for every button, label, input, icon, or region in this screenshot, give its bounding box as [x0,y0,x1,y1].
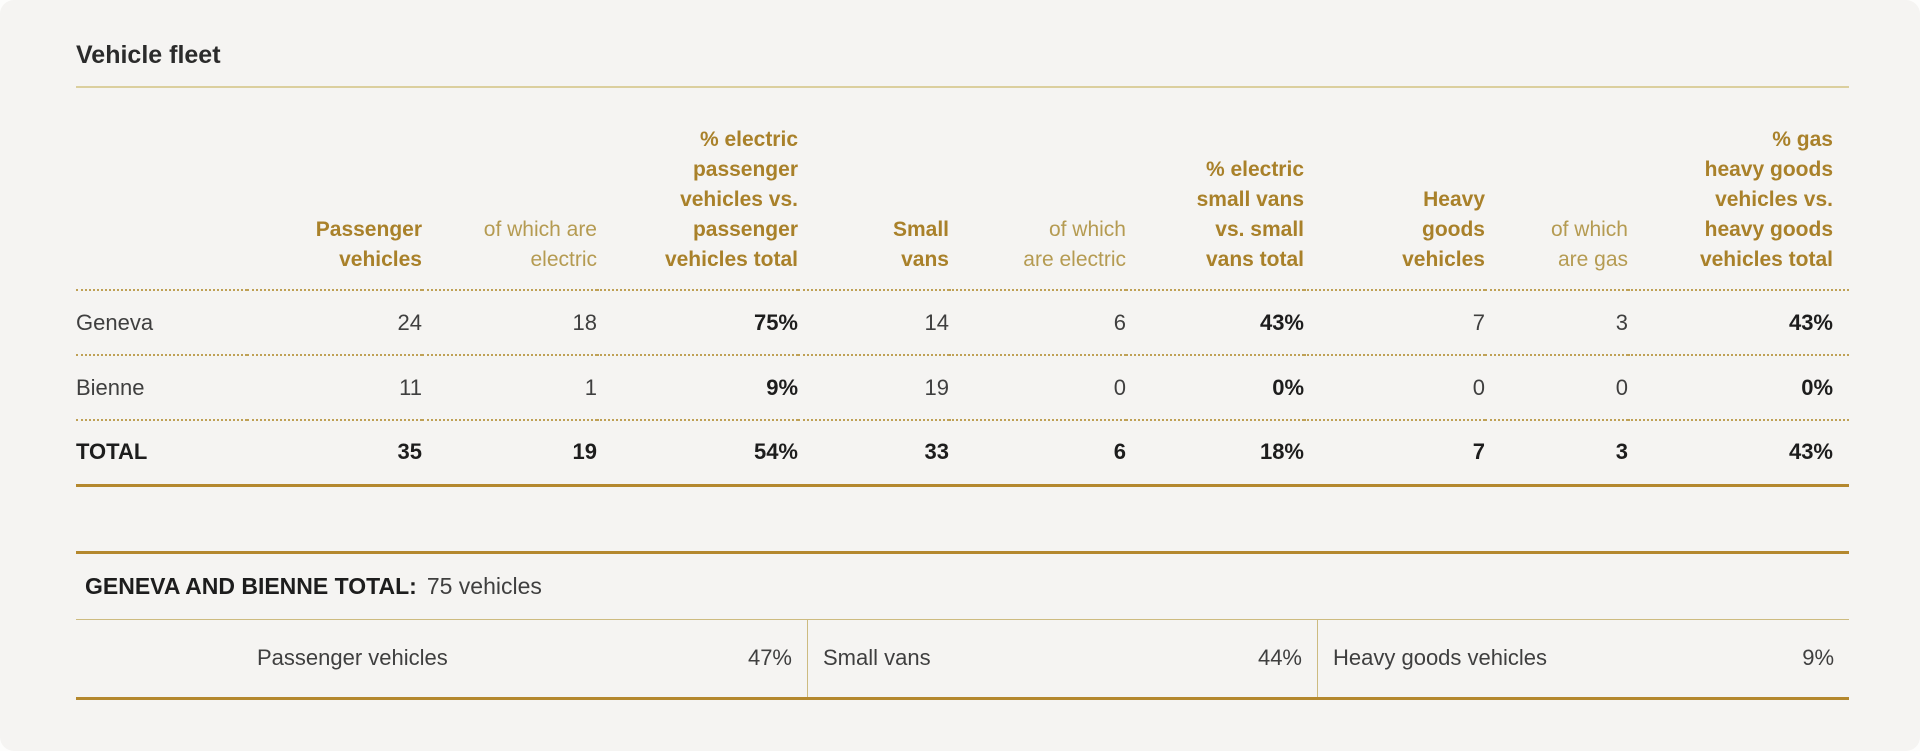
value-cell: 7 [1472,309,1485,335]
header-small-vans: Small vans [892,218,949,271]
value-cell: 33 [924,439,949,465]
value-cell: 35 [397,439,422,465]
value-cell: 18% [1259,439,1304,465]
table-row-geneva: Geneva 24 18 75% 14 6 43% 7 3 43% [76,290,1849,355]
value-cell: 0% [1272,374,1304,400]
header-cell-empty [76,88,247,290]
vehicle-fleet-section: Vehicle fleet Passenger vehicles of whic… [76,0,1849,700]
table-row-bienne: Bienne 11 1 9% 19 0 0% 0 0 0% [76,355,1849,420]
page-title: Vehicle fleet [76,40,1849,88]
value-cell: 11 [399,374,422,400]
header-of-which-electric-vans: of which are electric [1023,218,1126,271]
table-row-total: TOTAL 35 19 54% 33 6 18% 7 3 43% [76,420,1849,485]
value-cell: 43% [1788,439,1833,465]
header-pct-electric-vans: % electric small vans vs. small vans tot… [1196,158,1304,271]
row-label: Geneva [76,309,154,335]
row-label: Bienne [76,374,145,400]
value-cell: 43% [1259,309,1304,335]
header-pct-electric-passenger: % electric passenger vehicles vs. passen… [664,128,798,271]
value-cell: 19 [924,374,949,400]
summary-breakdown-row: Passenger vehicles 47% Small vans 44% He… [76,619,1849,700]
fleet-table: Passenger vehicles of which are electric… [76,88,1849,487]
breakdown-cell-heavy-goods: Heavy goods vehicles 9% [1317,619,1849,697]
summary-total-row: GENEVA AND BIENNE TOTAL: 75 vehicles [76,554,1849,620]
header-pct-gas-heavy-goods: % gas heavy goods vehicles vs. heavy goo… [1699,128,1833,271]
breakdown-value: 9% [1802,645,1834,670]
value-cell: 0% [1801,374,1833,400]
value-cell: 54% [753,439,798,465]
value-cell: 19 [572,439,597,465]
value-cell: 9% [766,374,798,400]
summary-section: GENEVA AND BIENNE TOTAL: 75 vehicles Pas… [76,550,1849,700]
value-cell: 14 [924,309,949,335]
header-heavy-goods-vehicles: Heavy goods vehicles [1402,188,1485,271]
value-cell: 3 [1615,439,1628,465]
header-of-which-electric-passenger: of which are electric [483,218,597,271]
row-label: TOTAL [76,439,148,465]
breakdown-cell-passenger: Passenger vehicles 47% [76,620,807,697]
breakdown-label: Passenger vehicles [257,645,448,670]
breakdown-cell-small-vans: Small vans 44% [807,619,1317,697]
value-cell: 0 [1472,374,1485,400]
value-cell: 18 [572,309,597,335]
header-passenger-vehicles: Passenger vehicles [315,218,422,271]
breakdown-value: 47% [747,645,792,670]
value-cell: 75% [753,309,798,335]
value-cell: 24 [397,309,422,335]
value-cell: 1 [584,374,597,400]
value-cell: 43% [1788,309,1833,335]
breakdown-label: Heavy goods vehicles [1333,645,1548,670]
header-row: Passenger vehicles of which are electric… [76,88,1849,290]
value-cell: 3 [1615,309,1628,335]
value-cell: 0 [1615,374,1628,400]
value-cell: 0 [1113,374,1126,400]
value-cell: 7 [1472,439,1485,465]
header-of-which-gas: of which are gas [1550,218,1628,271]
value-cell: 6 [1113,439,1126,465]
value-cell: 6 [1113,309,1126,335]
breakdown-value: 44% [1257,645,1302,670]
breakdown-label: Small vans [823,645,931,670]
summary-total-label: GENEVA AND BIENNE TOTAL: [85,572,417,599]
summary-total-value: 75 vehicles [426,572,542,599]
